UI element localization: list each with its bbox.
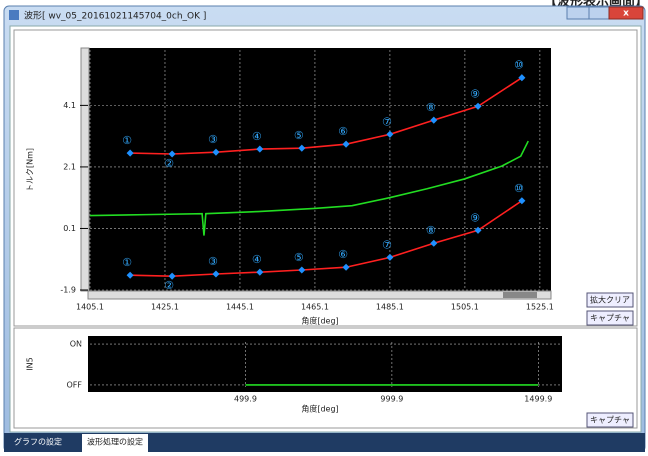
x-tick-label: 1499.9 <box>524 395 552 404</box>
x-tick-label: 1525.1 <box>526 303 554 312</box>
y-tick-label: OFF <box>67 380 83 389</box>
y-tick-label: -1.9 <box>60 286 76 295</box>
point-label: ① <box>122 256 132 269</box>
point-label: ④ <box>252 253 262 266</box>
marker <box>168 272 176 280</box>
y-axis-label: トルク[Nm] <box>26 148 35 192</box>
marker <box>212 270 220 278</box>
capture-button[interactable] <box>586 412 634 428</box>
marker <box>474 226 482 234</box>
marker <box>386 130 394 138</box>
point-label: ③ <box>208 255 218 268</box>
series-line <box>89 140 529 236</box>
marker <box>126 271 134 279</box>
page-header: 【波形表示画面】 <box>544 0 648 10</box>
window-title: 波形[ wv_05_20161021145704_0ch_OK ] <box>24 10 206 22</box>
tab[interactable]: 波形処理の設定 <box>87 437 143 447</box>
h-scroll-thumb[interactable] <box>503 292 537 298</box>
y-tick-label: 0.1 <box>63 224 76 233</box>
button-label: キャプチャ <box>590 416 630 425</box>
point-label: ⑨ <box>470 211 480 224</box>
x-tick-label: 1445.1 <box>226 303 254 312</box>
close-button[interactable] <box>608 6 644 20</box>
capture-button[interactable] <box>586 310 634 326</box>
marker <box>256 145 264 153</box>
plot-area <box>88 48 551 291</box>
minimize-button[interactable] <box>566 6 590 20</box>
window-icon <box>9 10 19 20</box>
x-tick-label: 1485.1 <box>376 303 404 312</box>
point-label: ⑦ <box>382 115 392 128</box>
x-tick-label: 499.9 <box>234 395 257 404</box>
y-tick-label: 4.1 <box>63 101 76 110</box>
marker <box>342 140 350 148</box>
marker <box>430 239 438 247</box>
v-scrollbar[interactable] <box>80 47 90 292</box>
x-axis-label: 角度[deg] <box>301 316 338 326</box>
point-label: ⑧ <box>426 224 436 237</box>
point-label: ⑩ <box>514 182 524 195</box>
series-line <box>130 200 523 277</box>
point-label: ⑤ <box>294 129 304 142</box>
y-tick-label: 2.1 <box>63 162 76 171</box>
x-tick-label: 999.9 <box>380 395 403 404</box>
marker <box>474 102 482 110</box>
marker <box>298 266 306 274</box>
point-label: ② <box>164 157 174 170</box>
x-tick-label: 1465.1 <box>301 303 329 312</box>
point-label: ⑥ <box>338 248 348 261</box>
marker <box>342 263 350 271</box>
marker <box>298 144 306 152</box>
x-tick-label: 1405.1 <box>76 303 104 312</box>
marker <box>256 268 264 276</box>
y-axis-label: IN5 <box>26 357 35 370</box>
plot-area-2 <box>88 336 562 392</box>
point-label: ② <box>164 279 174 292</box>
point-label: ③ <box>208 133 218 146</box>
point-label: ⑥ <box>338 125 348 138</box>
marker <box>168 150 176 158</box>
h-scrollbar[interactable] <box>87 290 552 300</box>
marker <box>518 74 526 82</box>
point-label: ⑦ <box>382 238 392 251</box>
tab-strip <box>4 433 645 452</box>
tab[interactable]: グラフの設定 <box>14 437 62 447</box>
point-label: ① <box>122 134 132 147</box>
button-label: 拡大クリア <box>590 295 630 305</box>
x-tick-label: 1505.1 <box>451 303 479 312</box>
close-icon: x <box>623 9 629 19</box>
y-tick-label: ON <box>70 340 82 349</box>
point-label: ⑧ <box>426 101 436 114</box>
maximize-button[interactable] <box>588 6 610 20</box>
tab-active[interactable] <box>82 434 148 452</box>
x-axis-label: 角度[deg] <box>301 404 338 414</box>
marker <box>212 148 220 156</box>
point-label: ⑨ <box>470 87 480 100</box>
marker <box>430 116 438 124</box>
marker <box>518 197 526 205</box>
point-label: ⑩ <box>514 59 524 72</box>
zoom-clear-button[interactable] <box>586 292 634 308</box>
series-line <box>130 77 523 155</box>
button-label: キャプチャ <box>590 314 630 323</box>
x-tick-label: 1425.1 <box>151 303 179 312</box>
marker <box>386 253 394 261</box>
point-label: ④ <box>252 130 262 143</box>
point-label: ⑤ <box>294 251 304 264</box>
